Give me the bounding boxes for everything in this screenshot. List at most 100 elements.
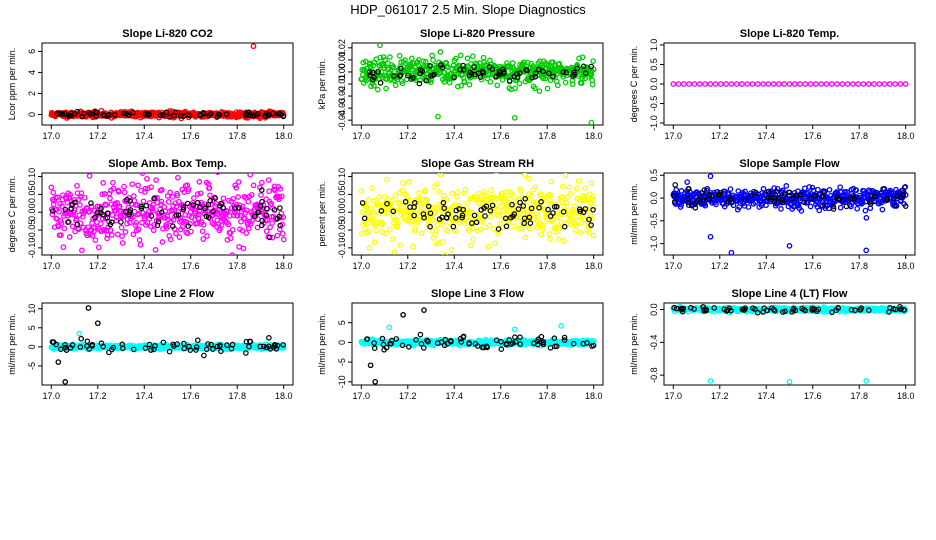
data-point bbox=[457, 52, 464, 59]
data-point bbox=[79, 213, 86, 220]
data-point bbox=[453, 55, 459, 62]
outlier-point bbox=[377, 43, 383, 49]
data-point bbox=[850, 81, 856, 87]
reference-point bbox=[107, 221, 114, 228]
reference-point bbox=[151, 195, 157, 202]
data-point bbox=[837, 204, 844, 211]
data-point bbox=[399, 187, 406, 194]
reference-point bbox=[57, 346, 64, 353]
reference-point bbox=[251, 213, 258, 220]
reference-point bbox=[487, 208, 494, 214]
data-point bbox=[197, 190, 204, 197]
data-point bbox=[412, 226, 419, 232]
reference-point bbox=[498, 338, 504, 345]
data-point bbox=[526, 225, 533, 232]
data-point bbox=[809, 184, 816, 191]
reference-point bbox=[92, 214, 98, 221]
reference-point bbox=[512, 334, 518, 341]
panel-title: Slope Line 3 Flow bbox=[431, 288, 524, 300]
data-point bbox=[590, 204, 597, 210]
data-point bbox=[571, 203, 578, 210]
data-point bbox=[73, 216, 80, 222]
reference-point bbox=[89, 343, 96, 349]
data-point bbox=[263, 196, 270, 202]
data-point bbox=[421, 208, 428, 215]
data-point bbox=[152, 246, 159, 253]
panel-title: Slope Li-820 Temp. bbox=[740, 28, 839, 40]
reference-point bbox=[830, 203, 837, 210]
x-tick-label: 17.4 bbox=[757, 131, 775, 141]
reference-point bbox=[517, 70, 523, 77]
reference-point bbox=[207, 198, 214, 204]
reference-point bbox=[148, 213, 155, 219]
data-point bbox=[88, 203, 95, 210]
reference-point bbox=[106, 349, 112, 356]
reference-point bbox=[402, 199, 409, 205]
data-point bbox=[543, 62, 550, 69]
data-point bbox=[712, 81, 719, 87]
data-point bbox=[454, 83, 461, 90]
reference-point bbox=[782, 191, 788, 198]
reference-point bbox=[361, 215, 368, 222]
data-point bbox=[101, 227, 108, 234]
reference-point bbox=[685, 186, 692, 192]
data-point bbox=[84, 232, 91, 239]
data-point bbox=[844, 81, 851, 87]
reference-point bbox=[459, 212, 466, 219]
data-point bbox=[516, 225, 522, 232]
data-point bbox=[109, 212, 116, 218]
panel-title: Slope Li-820 CO2 bbox=[122, 28, 212, 40]
reference-point bbox=[378, 208, 385, 214]
outlier-point bbox=[62, 379, 69, 385]
data-point bbox=[396, 200, 402, 207]
reference-point bbox=[421, 214, 427, 221]
reference-point bbox=[482, 213, 488, 219]
x-tick-label: 17.6 bbox=[182, 261, 200, 271]
outlier-point bbox=[707, 233, 714, 240]
data-point bbox=[130, 193, 137, 199]
reference-point bbox=[266, 334, 272, 341]
data-point bbox=[376, 194, 383, 200]
outlier-point bbox=[707, 173, 714, 180]
data-point bbox=[434, 181, 440, 187]
data-point bbox=[806, 184, 813, 190]
reference-point bbox=[561, 337, 568, 343]
y-tick-label: 0.05 bbox=[27, 186, 37, 204]
outlier-point bbox=[786, 243, 793, 249]
data-point bbox=[196, 179, 203, 185]
data-point bbox=[269, 220, 275, 226]
x-tick-label: 17.6 bbox=[492, 131, 510, 141]
data-point bbox=[394, 224, 401, 230]
data-point bbox=[717, 81, 724, 87]
x-tick-label: 18.0 bbox=[275, 131, 293, 141]
data-point bbox=[589, 81, 596, 88]
y-tick-label: 1.0 bbox=[649, 39, 659, 52]
data-point bbox=[892, 81, 898, 87]
reference-point bbox=[74, 221, 81, 228]
data-point bbox=[200, 236, 207, 242]
x-tick-label: 17.0 bbox=[43, 131, 61, 141]
reference-point bbox=[445, 211, 451, 218]
reference-point bbox=[798, 192, 805, 198]
data-point bbox=[798, 208, 805, 214]
reference-point bbox=[570, 340, 577, 347]
data-point bbox=[148, 184, 155, 190]
reference-point bbox=[127, 198, 133, 204]
data-point bbox=[498, 204, 504, 210]
reference-point bbox=[460, 67, 467, 73]
data-point bbox=[363, 203, 370, 210]
outlier-point bbox=[386, 324, 393, 331]
data-point bbox=[260, 201, 267, 208]
reference-point bbox=[258, 187, 265, 193]
reference-point bbox=[477, 74, 484, 80]
data-point bbox=[214, 173, 221, 175]
data-point bbox=[528, 193, 535, 199]
data-point bbox=[518, 225, 525, 232]
reference-point bbox=[416, 80, 423, 87]
reference-point bbox=[151, 346, 157, 353]
data-point bbox=[579, 75, 585, 82]
data-point bbox=[816, 207, 823, 214]
reference-point bbox=[547, 344, 554, 351]
data-point bbox=[139, 173, 146, 176]
data-point bbox=[760, 81, 766, 87]
